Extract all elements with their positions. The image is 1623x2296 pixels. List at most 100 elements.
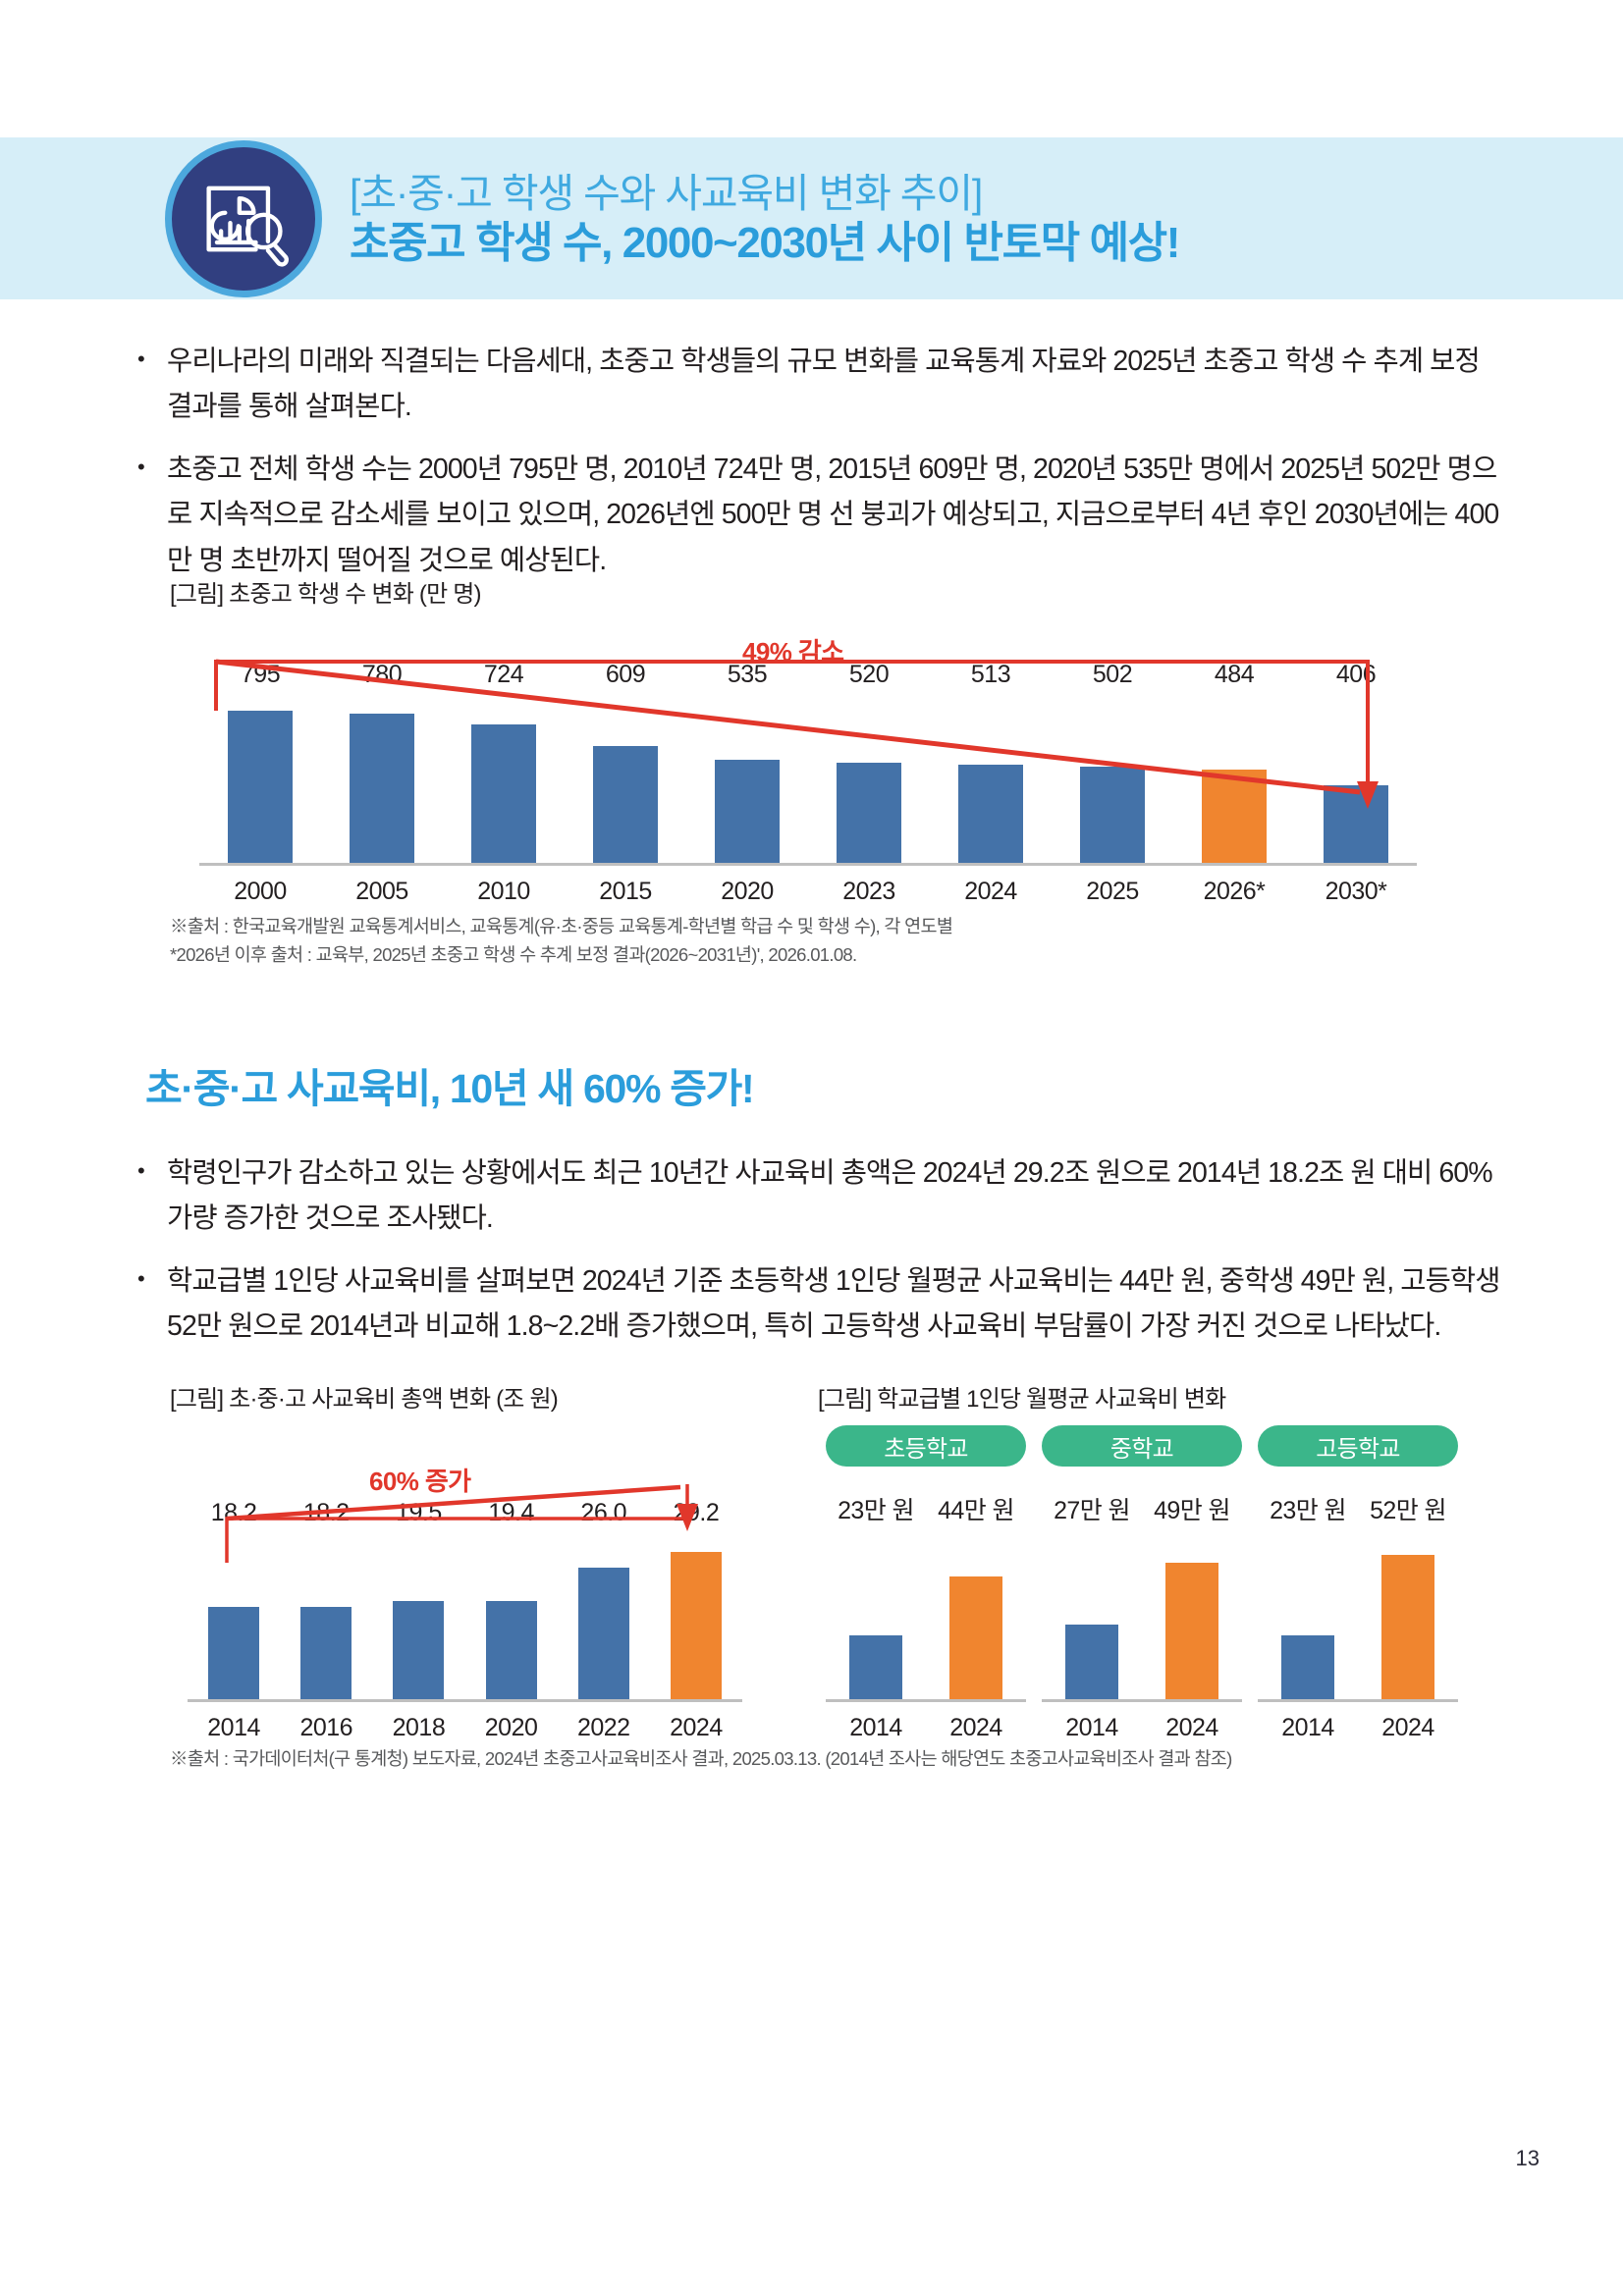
chart3-caption: [그림] 학교급별 1인당 월평균 사교육비 변화 <box>818 1386 1226 1413</box>
x-tick-label: 2024 <box>1381 1714 1434 1741</box>
x-tick-label: 2000 <box>234 878 287 905</box>
bar-column: 19.4 <box>465 1499 558 1699</box>
list-item: • 학교급별 1인당 사교육비를 살펴보면 2024년 기준 초등학생 1인당 … <box>137 1258 1502 1349</box>
bar-column: 724 <box>443 661 565 863</box>
chart3-per-student-expense-bar-chart: 초등학교 23만 원 44만 원 2014 2024 중학교 27만 원 49만 원 2014 2… <box>818 1425 1466 1742</box>
bar-column: 26.0 <box>558 1499 650 1699</box>
chart3-group: 고등학교 23만 원 52만 원 2014 2024 <box>1250 1425 1466 1742</box>
x-tick-label: 2024 <box>964 878 1017 905</box>
intro-bullet-list: • 우리나라의 미래와 직결되는 다음세대, 초중고 학생들의 규모 변화를 교… <box>137 339 1502 601</box>
source-note-line: *2026년 이후 출처 : 교육부, 2025년 초중고 학생 수 추계 보정… <box>170 943 857 965</box>
x-tick-label: 2026* <box>1203 878 1266 905</box>
chart3-x-axis-ticks: 2014 2024 <box>1258 1714 1458 1742</box>
bar-value-label: 484 <box>1214 661 1255 688</box>
bar-value-label: 29.2 <box>673 1499 720 1526</box>
bullet-marker: • <box>137 1266 145 1292</box>
x-tick-label: 2020 <box>484 1714 538 1741</box>
x-tick-label: 2014 <box>849 1714 902 1741</box>
chart1-bar-series: 795 780 724 609 535 520 513 502 484 406 <box>199 661 1417 863</box>
chart2-caption: [그림] 초·중·고 사교육비 총액 변화 (조 원) <box>170 1386 559 1413</box>
list-item: • 우리나라의 미래와 직결되는 다음세대, 초중고 학생들의 규모 변화를 교… <box>137 339 1502 429</box>
chart3-group: 초등학교 23만 원 44만 원 2014 2024 <box>818 1425 1034 1742</box>
chart2-total-expense-bar-chart: 18.2 18.2 19.5 19.4 26.0 29.2 2014 2016 2018 202… <box>170 1425 759 1742</box>
list-item-text: 학교급별 1인당 사교육비를 살펴보면 2024년 기준 초등학생 1인당 월평… <box>167 1265 1500 1343</box>
expense-bullet-list: • 학령인구가 감소하고 있는 상황에서도 최근 10년간 사교육비 총액은 2… <box>137 1150 1502 1367</box>
bar-value-label: 26.0 <box>580 1499 627 1526</box>
bar-value-label: 27만 원 <box>1054 1497 1130 1524</box>
bar <box>715 760 780 863</box>
x-tick-label: 2014 <box>1065 1714 1118 1741</box>
bar-value-label: 49만 원 <box>1154 1497 1230 1524</box>
bar <box>670 1551 722 1699</box>
header-text: [초·중·고 학생 수와 사교육비 변화 추이] 초중고 학생 수, 2000~… <box>350 169 1180 270</box>
bar <box>485 1601 537 1699</box>
school-level-pill: 중학교 <box>1042 1425 1242 1467</box>
page-number: 13 <box>1515 2146 1540 2170</box>
bar <box>300 1607 352 1699</box>
section-heading: 초·중·고 사교육비, 10년 새 60% 증가! <box>145 1066 755 1111</box>
bar-value-label: 520 <box>848 661 890 688</box>
bar-column: 29.2 <box>650 1499 742 1699</box>
bar-column: 780 <box>321 661 443 863</box>
bar <box>958 764 1023 863</box>
x-tick-label: 2014 <box>207 1714 260 1741</box>
chart3-plot-area: 23만 원 52만 원 <box>1258 1497 1458 1702</box>
x-tick-label: 2030* <box>1325 878 1387 905</box>
bar <box>1281 1634 1334 1699</box>
bar <box>1202 770 1267 863</box>
bar-column: 23만 원 <box>826 1497 926 1699</box>
x-tick-label: 2005 <box>355 878 408 905</box>
chart3-bar-series: 27만 원 49만 원 <box>1042 1497 1242 1699</box>
bullet-marker: • <box>137 454 145 480</box>
x-tick-label: 2023 <box>842 878 895 905</box>
bar <box>1080 766 1145 863</box>
bar-column: 49만 원 <box>1142 1497 1242 1699</box>
bar <box>593 745 658 863</box>
bar-value-label: 502 <box>1092 661 1133 688</box>
bar <box>1324 784 1388 863</box>
bar <box>577 1568 629 1699</box>
x-tick-label: 2025 <box>1086 878 1139 905</box>
bar-column: 18.2 <box>280 1499 372 1699</box>
bar-value-label: 19.5 <box>396 1499 442 1526</box>
bar-column: 18.2 <box>188 1499 280 1699</box>
bar-column: 513 <box>930 661 1052 863</box>
chart-source-note: ※출처 : 국가데이터처(구 통계청) 보도자료, 2024년 초중고사교육비조… <box>170 1745 1505 1774</box>
bar-value-label: 52만 원 <box>1370 1497 1446 1524</box>
report-analysis-icon <box>165 140 322 297</box>
x-tick-label: 2018 <box>392 1714 446 1741</box>
x-tick-label: 2022 <box>576 1714 630 1741</box>
x-tick-label: 2014 <box>1281 1714 1334 1741</box>
bar-value-label: 724 <box>483 661 524 688</box>
bar-value-label: 513 <box>970 661 1011 688</box>
chart1-x-axis-ticks: 2000 2005 2010 2015 2020 2023 2024 2025 2026* 203… <box>199 878 1417 906</box>
chart3-plot-area: 23만 원 44만 원 <box>826 1497 1026 1702</box>
bar-value-label: 18.2 <box>210 1499 257 1526</box>
chart2-plot-area: 18.2 18.2 19.5 19.4 26.0 29.2 <box>188 1499 742 1702</box>
bullet-marker: • <box>137 347 145 371</box>
header-subtitle: [초·중·고 학생 수와 사교육비 변화 추이] <box>350 170 983 216</box>
bar-column: 535 <box>686 661 808 863</box>
bar <box>949 1576 1002 1699</box>
source-note-line: ※출처 : 국가데이터처(구 통계청) 보도자료, 2024년 초중고사교육비조… <box>170 1748 1232 1769</box>
chart3-x-axis-ticks: 2014 2024 <box>826 1714 1026 1742</box>
bar <box>1165 1563 1218 1699</box>
bar-value-label: 23만 원 <box>838 1497 914 1524</box>
chart2-bar-series: 18.2 18.2 19.5 19.4 26.0 29.2 <box>188 1499 742 1699</box>
bar-value-label: 23만 원 <box>1270 1497 1346 1524</box>
x-tick-label: 2016 <box>299 1714 353 1741</box>
chart3-group: 중학교 27만 원 49만 원 2014 2024 <box>1034 1425 1250 1741</box>
x-tick-label: 2020 <box>721 878 774 905</box>
list-item: • 학령인구가 감소하고 있는 상황에서도 최근 10년간 사교육비 총액은 2… <box>137 1150 1502 1241</box>
source-note-line: ※출처 : 한국교육개발원 교육통계서비스, 교육통계(유·초·중등 교육통계-… <box>170 916 953 936</box>
chart2-annotation-label: 60% 증가 <box>369 1467 471 1496</box>
bar-value-label: 18.2 <box>302 1499 350 1526</box>
bar <box>837 763 901 863</box>
chart1-caption: [그림] 초중고 학생 수 변화 (만 명) <box>170 581 482 608</box>
bar-column: 19.5 <box>372 1499 464 1699</box>
page-title: 초중고 학생 수, 2000~2030년 사이 반토막 예상! <box>350 218 1180 267</box>
bar-value-label: 406 <box>1335 661 1377 688</box>
chart2-x-axis-ticks: 2014 2016 2018 2020 2022 2024 <box>188 1714 742 1742</box>
bullet-marker: • <box>137 1158 145 1183</box>
header: [초·중·고 학생 수와 사교육비 변화 추이] 초중고 학생 수, 2000~… <box>0 126 1623 312</box>
